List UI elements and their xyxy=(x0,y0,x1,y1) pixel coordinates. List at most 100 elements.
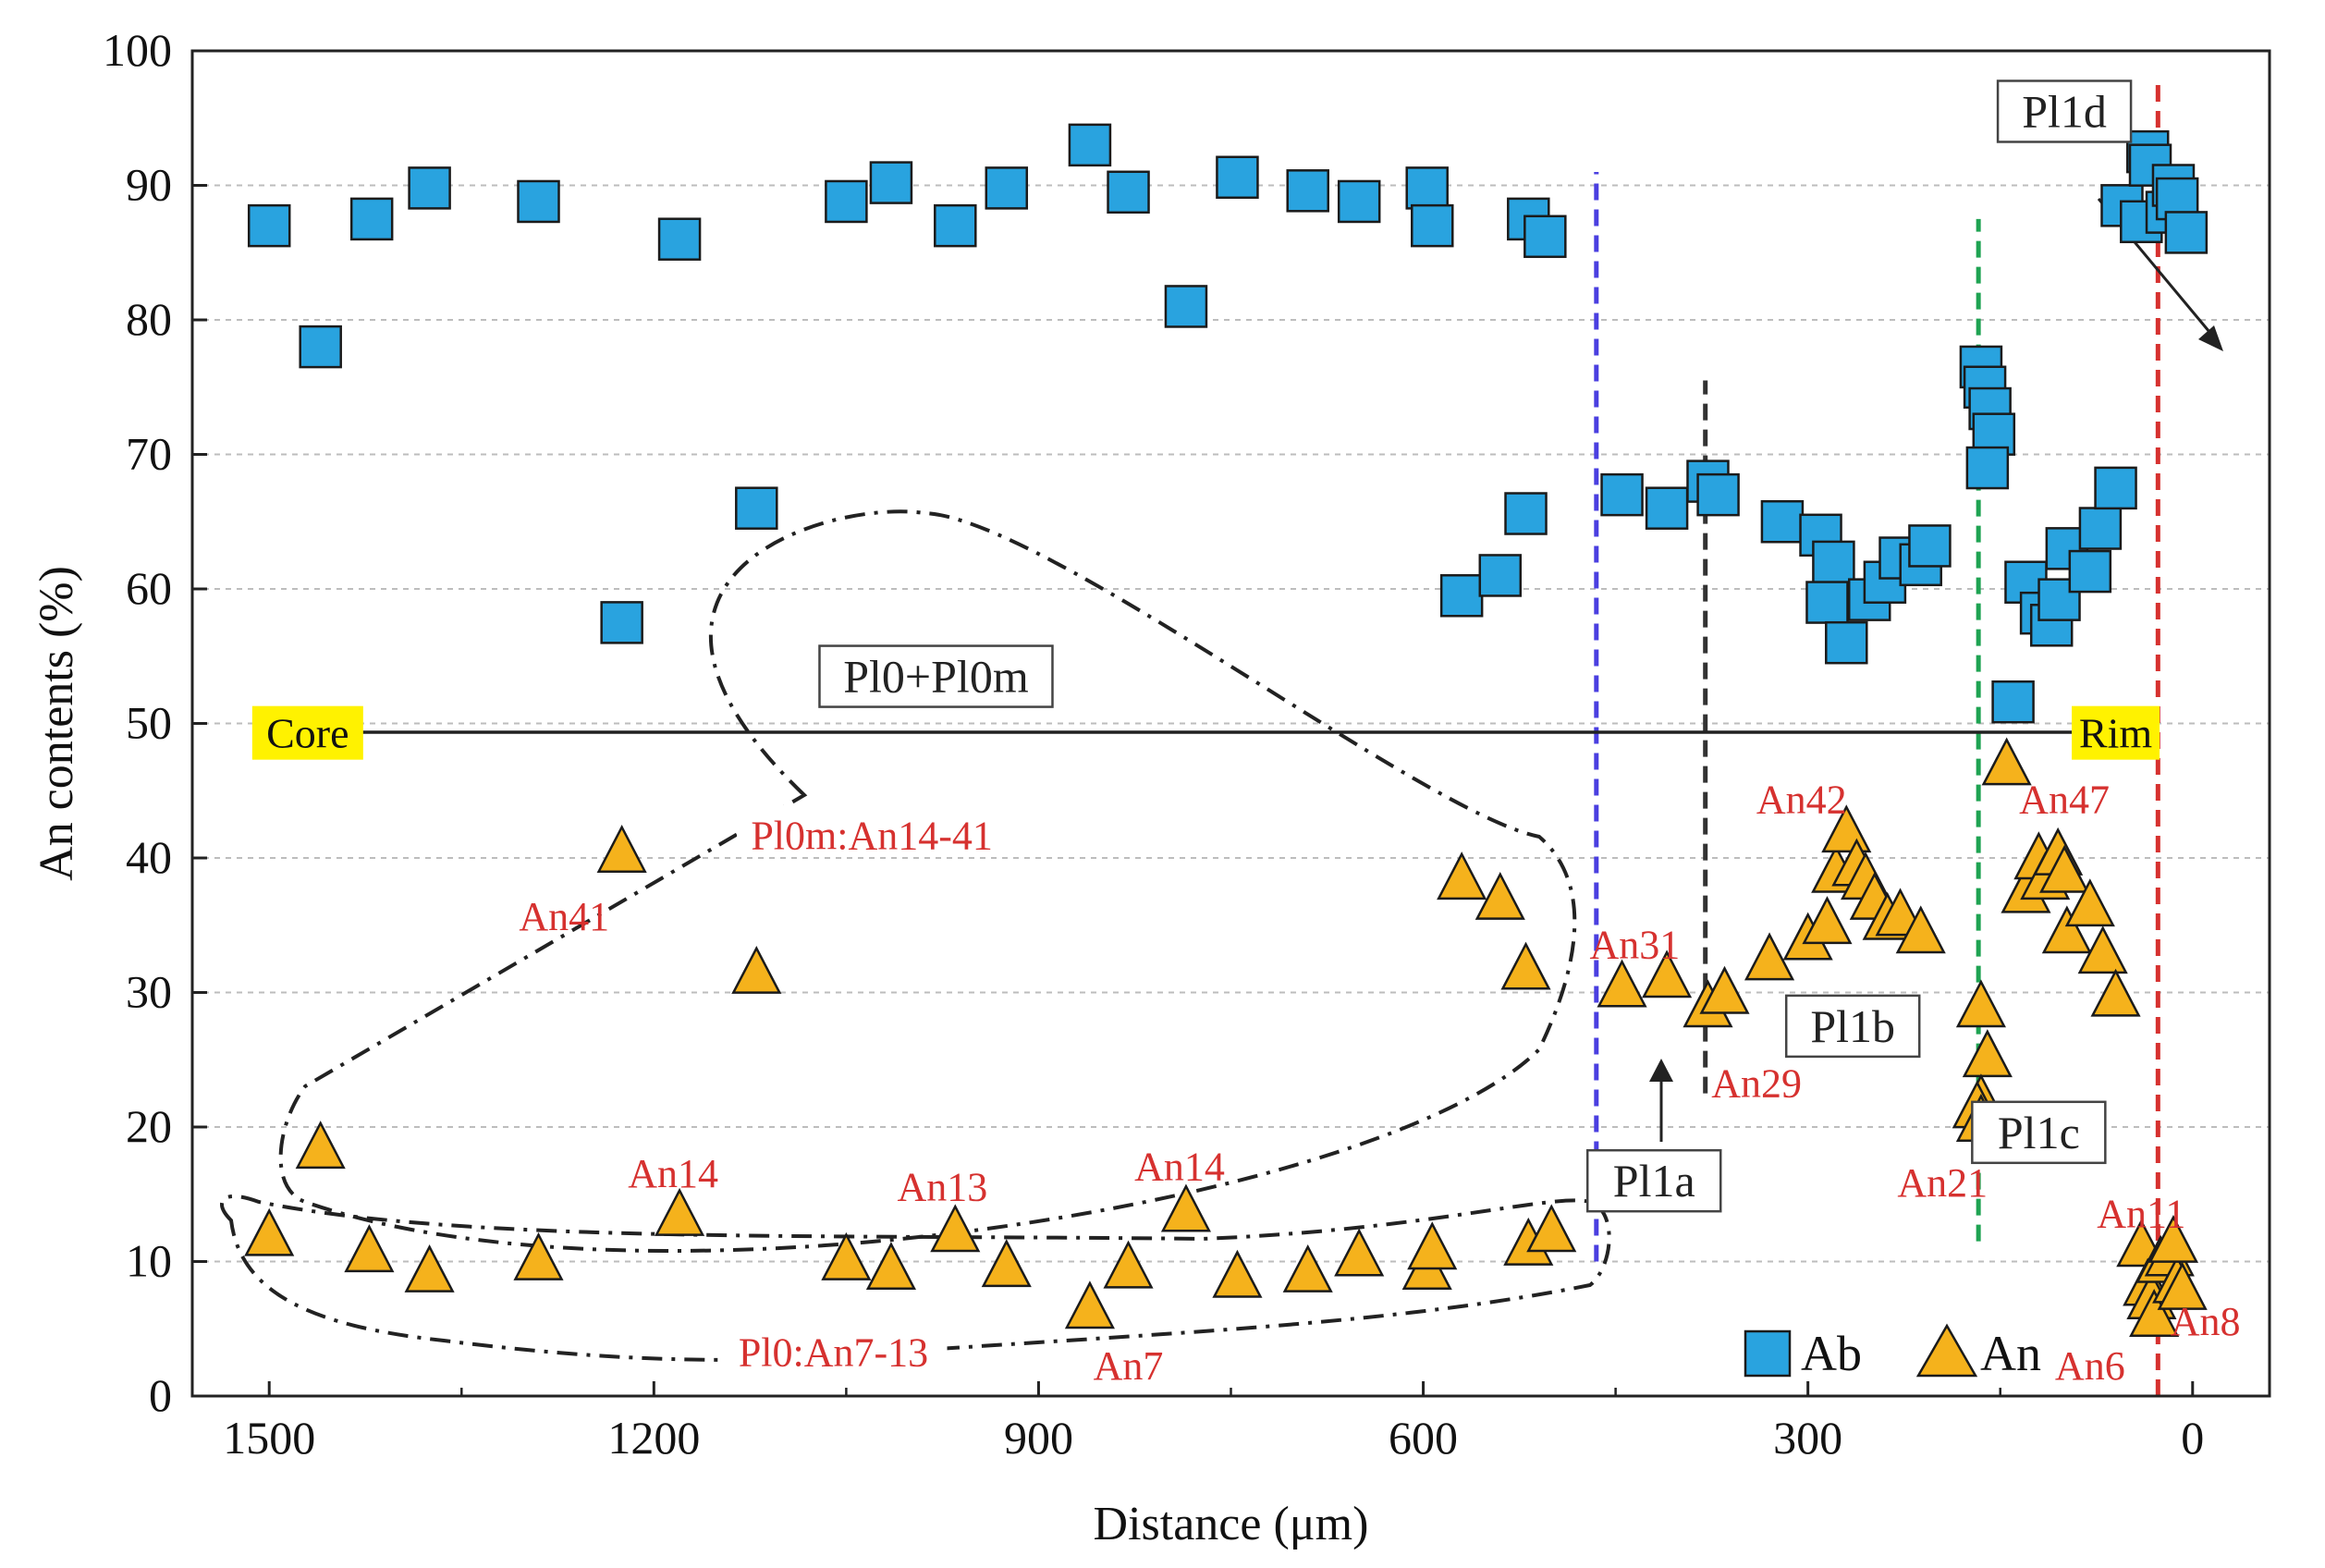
box-label-frame xyxy=(1784,994,1921,1059)
an-point xyxy=(1282,1243,1333,1292)
an-point xyxy=(2148,1214,2199,1263)
an-point xyxy=(513,1231,564,1280)
y-tick-label: 60 xyxy=(126,562,172,614)
ab-point xyxy=(735,486,778,530)
an-point xyxy=(1744,932,1795,981)
y-tick-label: 0 xyxy=(149,1369,172,1421)
grid-lines xyxy=(192,184,2270,1263)
ab-point xyxy=(2094,466,2137,510)
core-label-box xyxy=(251,705,363,760)
ab-point xyxy=(1523,214,1567,259)
annotation-label: An14 xyxy=(1134,1145,1225,1190)
an-point xyxy=(2077,925,2128,974)
ab-point xyxy=(600,601,643,644)
an-point xyxy=(2090,968,2141,1017)
an-point xyxy=(1821,804,1872,853)
annotation-label: Pl0m:An14-41 xyxy=(751,814,993,859)
legend-ab-label: Ab xyxy=(1801,1326,1862,1381)
an-point xyxy=(1212,1249,1263,1298)
an-point xyxy=(1334,1228,1385,1277)
ab-point xyxy=(1908,524,1952,568)
ab-point xyxy=(1825,620,1868,665)
ab-point xyxy=(1216,155,1259,200)
an-point xyxy=(2064,878,2115,927)
ab-point xyxy=(1696,472,1740,517)
an-point xyxy=(1437,851,1487,900)
x-axis-title: Distance (μm) xyxy=(1094,1498,1369,1550)
y-tick-label: 90 xyxy=(126,159,172,211)
an-point xyxy=(1475,871,1525,920)
box-label: Pl1d xyxy=(2022,85,2107,137)
annotation-label: An8 xyxy=(2171,1299,2241,1344)
an-series xyxy=(244,737,2208,1337)
annotation-label: An21 xyxy=(1897,1160,1988,1206)
box-label-frame xyxy=(1996,80,2133,143)
an-point xyxy=(1699,965,1750,1014)
ab-point xyxy=(1805,581,1849,624)
ab-point xyxy=(1411,203,1454,248)
arrows xyxy=(356,198,2223,1142)
annotation-label: Pl0:An7-13 xyxy=(739,1329,928,1375)
chart-labels: Distance (μm) An contents (%) Core Rim Pl0+P… xyxy=(31,80,2241,1550)
annotation-label: An7 xyxy=(1094,1343,1164,1389)
rim-label-box xyxy=(2072,705,2160,760)
an-point xyxy=(1895,905,1946,954)
rim-label: Rim xyxy=(2079,710,2152,757)
annotation-label: An42 xyxy=(1756,777,1847,822)
ab-point xyxy=(2078,507,2123,550)
y-tick-label: 40 xyxy=(126,831,172,883)
ab-point xyxy=(1600,472,1644,517)
ab-point xyxy=(2068,549,2112,594)
ab-point xyxy=(1478,554,1523,597)
box-label: Pl1a xyxy=(1613,1155,1695,1207)
x-tick-label: 600 xyxy=(1389,1412,1458,1464)
legend-ab-marker xyxy=(1744,1329,1792,1378)
ab-point xyxy=(1439,574,1484,618)
ab-point xyxy=(1991,680,2035,724)
annotation-label: An31 xyxy=(1590,923,1681,968)
box-label-frame xyxy=(1971,1100,2107,1165)
x-tick-label: 900 xyxy=(1004,1412,1073,1464)
box-label-frame xyxy=(818,644,1054,708)
group-outlines xyxy=(220,509,1611,1362)
ab-point xyxy=(1405,166,1449,210)
y-tick-label: 30 xyxy=(126,966,172,1018)
ab-point xyxy=(985,166,1029,210)
ab-point xyxy=(1965,446,2010,490)
ab-point xyxy=(1812,540,1855,584)
annotation-mask xyxy=(719,1321,948,1368)
annotation-label: An13 xyxy=(898,1164,988,1209)
an-point xyxy=(930,1204,981,1253)
ab-point xyxy=(1504,492,1548,535)
y-tick-label: 80 xyxy=(126,293,172,345)
y-tick-label: 20 xyxy=(126,1100,172,1152)
legend: Ab An xyxy=(1744,1323,2041,1381)
pl1a-arrowhead xyxy=(1649,1059,1673,1082)
an-point xyxy=(404,1243,455,1292)
an-point xyxy=(981,1239,1032,1288)
an-point xyxy=(731,945,782,994)
ab-point xyxy=(408,166,451,210)
an-point xyxy=(2039,844,2090,893)
an-point xyxy=(295,1121,346,1170)
an-point xyxy=(1407,1221,1458,1270)
legend-an-marker xyxy=(1915,1323,1978,1378)
y-tick-label: 100 xyxy=(103,24,172,76)
an-point xyxy=(1802,896,1853,945)
ab-point xyxy=(299,325,342,369)
core-label: Core xyxy=(266,710,349,757)
an-point xyxy=(1981,737,2032,786)
x-tick-label: 1500 xyxy=(223,1412,315,1464)
y-tick-label: 10 xyxy=(126,1235,172,1287)
box-label: Pl0+Pl0m xyxy=(843,651,1029,703)
box-label: Pl1b xyxy=(1810,1000,1895,1052)
x-tick-label: 1200 xyxy=(607,1412,700,1464)
y-axis-title: An contents (%) xyxy=(31,566,83,881)
an-point xyxy=(1962,1029,2013,1078)
y-tick-label: 70 xyxy=(126,428,172,480)
ab-point xyxy=(825,179,868,224)
ab-point xyxy=(869,161,913,204)
an-point xyxy=(1955,979,2006,1028)
an-point xyxy=(821,1231,872,1280)
